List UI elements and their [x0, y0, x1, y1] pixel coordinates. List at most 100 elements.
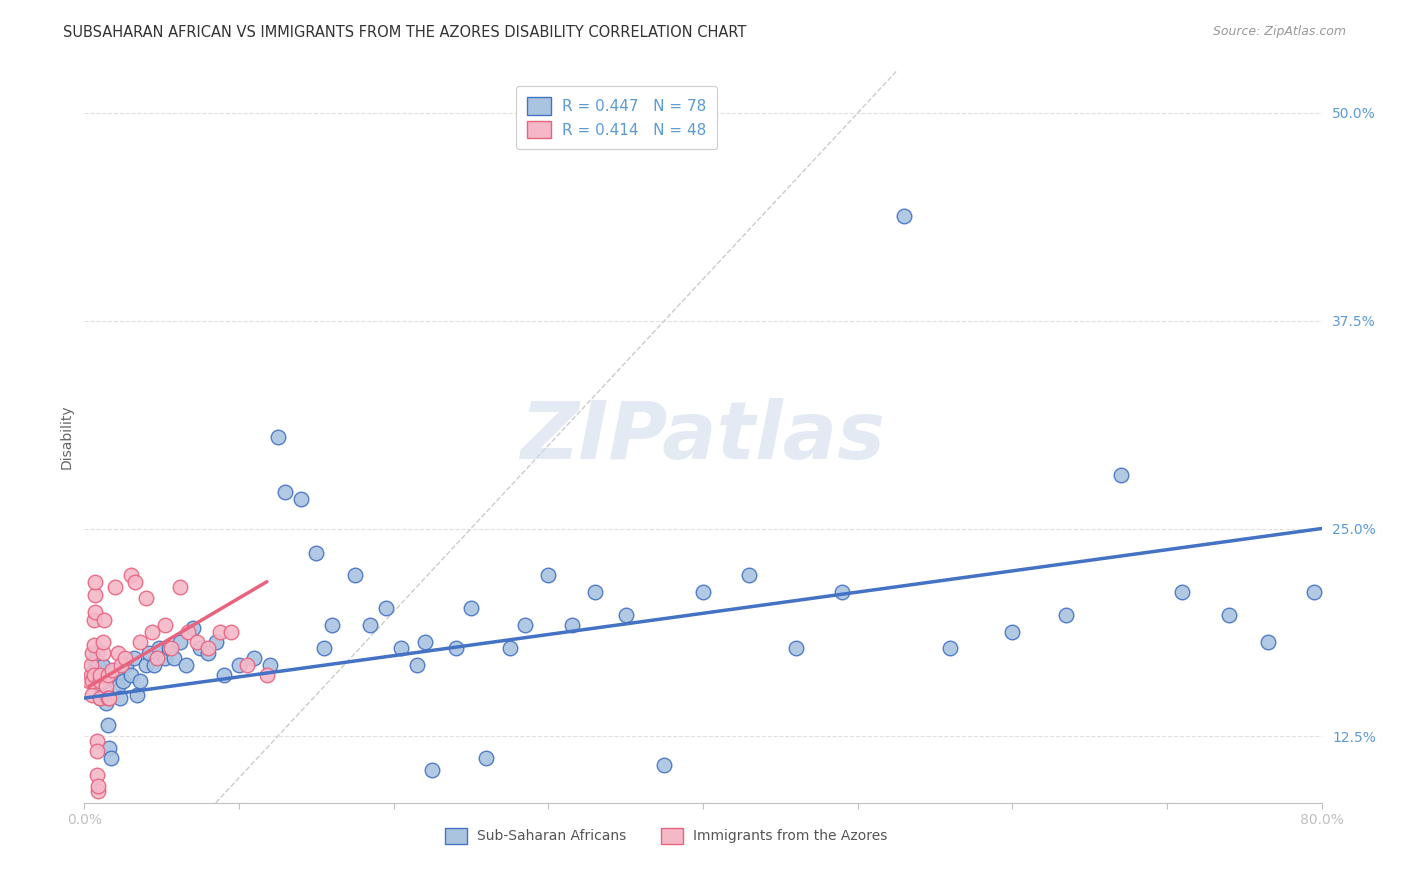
- Point: [100, 751, 122, 765]
- Point: [163, 651, 186, 665]
- Point: [84, 605, 107, 619]
- Point: [1218, 607, 1240, 622]
- Point: [1054, 607, 1078, 622]
- Point: [243, 651, 266, 665]
- Point: [259, 657, 281, 672]
- Point: [94, 680, 117, 694]
- Point: [831, 584, 853, 599]
- Point: [98, 691, 121, 706]
- Point: [360, 618, 382, 632]
- Point: [160, 641, 183, 656]
- Point: [235, 657, 259, 672]
- Point: [79, 657, 101, 672]
- Point: [188, 641, 211, 656]
- Point: [146, 651, 169, 665]
- Point: [89, 674, 111, 689]
- Point: [129, 674, 152, 689]
- Point: [125, 688, 148, 702]
- Point: [159, 641, 180, 656]
- Point: [96, 691, 118, 706]
- Point: [197, 641, 219, 656]
- Point: [389, 641, 413, 656]
- Point: [413, 634, 436, 648]
- Point: [652, 757, 675, 772]
- Point: [219, 624, 242, 639]
- Point: [87, 779, 110, 793]
- Point: [1171, 584, 1194, 599]
- Point: [141, 624, 163, 639]
- Point: [93, 674, 115, 689]
- Point: [83, 663, 105, 677]
- Point: [169, 634, 191, 648]
- Point: [138, 646, 160, 660]
- Point: [86, 767, 108, 781]
- Point: [1001, 624, 1024, 639]
- Point: [135, 591, 157, 606]
- Point: [186, 634, 208, 648]
- Point: [290, 491, 312, 506]
- Point: [893, 209, 915, 223]
- Point: [153, 651, 176, 665]
- Point: [120, 667, 142, 681]
- Point: [267, 430, 290, 444]
- Point: [86, 744, 108, 758]
- Point: [90, 667, 112, 681]
- Point: [177, 624, 200, 639]
- Point: [86, 646, 108, 660]
- Point: [91, 646, 114, 660]
- Point: [96, 667, 118, 681]
- Point: [422, 763, 444, 777]
- Point: [93, 613, 115, 627]
- Point: [256, 667, 278, 681]
- Point: [475, 751, 498, 765]
- Point: [77, 674, 100, 689]
- Point: [87, 784, 110, 798]
- Point: [169, 580, 191, 594]
- Y-axis label: Disability: Disability: [59, 405, 73, 469]
- Point: [86, 734, 108, 748]
- Point: [560, 618, 583, 632]
- Point: [82, 671, 104, 685]
- Point: [91, 634, 114, 648]
- Point: [374, 601, 398, 615]
- Point: [101, 671, 124, 685]
- Point: [120, 568, 142, 582]
- Point: [87, 657, 110, 672]
- Point: [305, 546, 328, 560]
- Point: [321, 618, 343, 632]
- Point: [176, 657, 198, 672]
- Point: [444, 641, 467, 656]
- Point: [107, 680, 129, 694]
- Point: [96, 717, 118, 731]
- Point: [209, 624, 232, 639]
- Point: [124, 574, 146, 589]
- Point: [135, 657, 157, 672]
- Point: [82, 688, 104, 702]
- Point: [537, 568, 560, 582]
- Point: [614, 607, 637, 622]
- Point: [343, 568, 366, 582]
- Point: [105, 667, 128, 681]
- Point: [84, 655, 107, 669]
- Point: [1302, 584, 1324, 599]
- Point: [205, 634, 228, 648]
- Point: [515, 618, 537, 632]
- Point: [197, 646, 219, 660]
- Point: [83, 667, 105, 681]
- Point: [129, 634, 152, 648]
- Point: [110, 657, 132, 672]
- Legend: Sub-Saharan Africans, Immigrants from the Azores: Sub-Saharan Africans, Immigrants from th…: [437, 821, 894, 851]
- Point: [939, 641, 962, 656]
- Point: [1256, 634, 1278, 648]
- Point: [1109, 468, 1132, 483]
- Point: [181, 621, 204, 635]
- Point: [83, 638, 105, 652]
- Point: [101, 663, 124, 677]
- Point: [228, 657, 250, 672]
- Point: [83, 613, 105, 627]
- Point: [104, 663, 127, 677]
- Point: [115, 657, 138, 672]
- Point: [98, 740, 121, 755]
- Point: [148, 641, 170, 656]
- Point: [499, 641, 522, 656]
